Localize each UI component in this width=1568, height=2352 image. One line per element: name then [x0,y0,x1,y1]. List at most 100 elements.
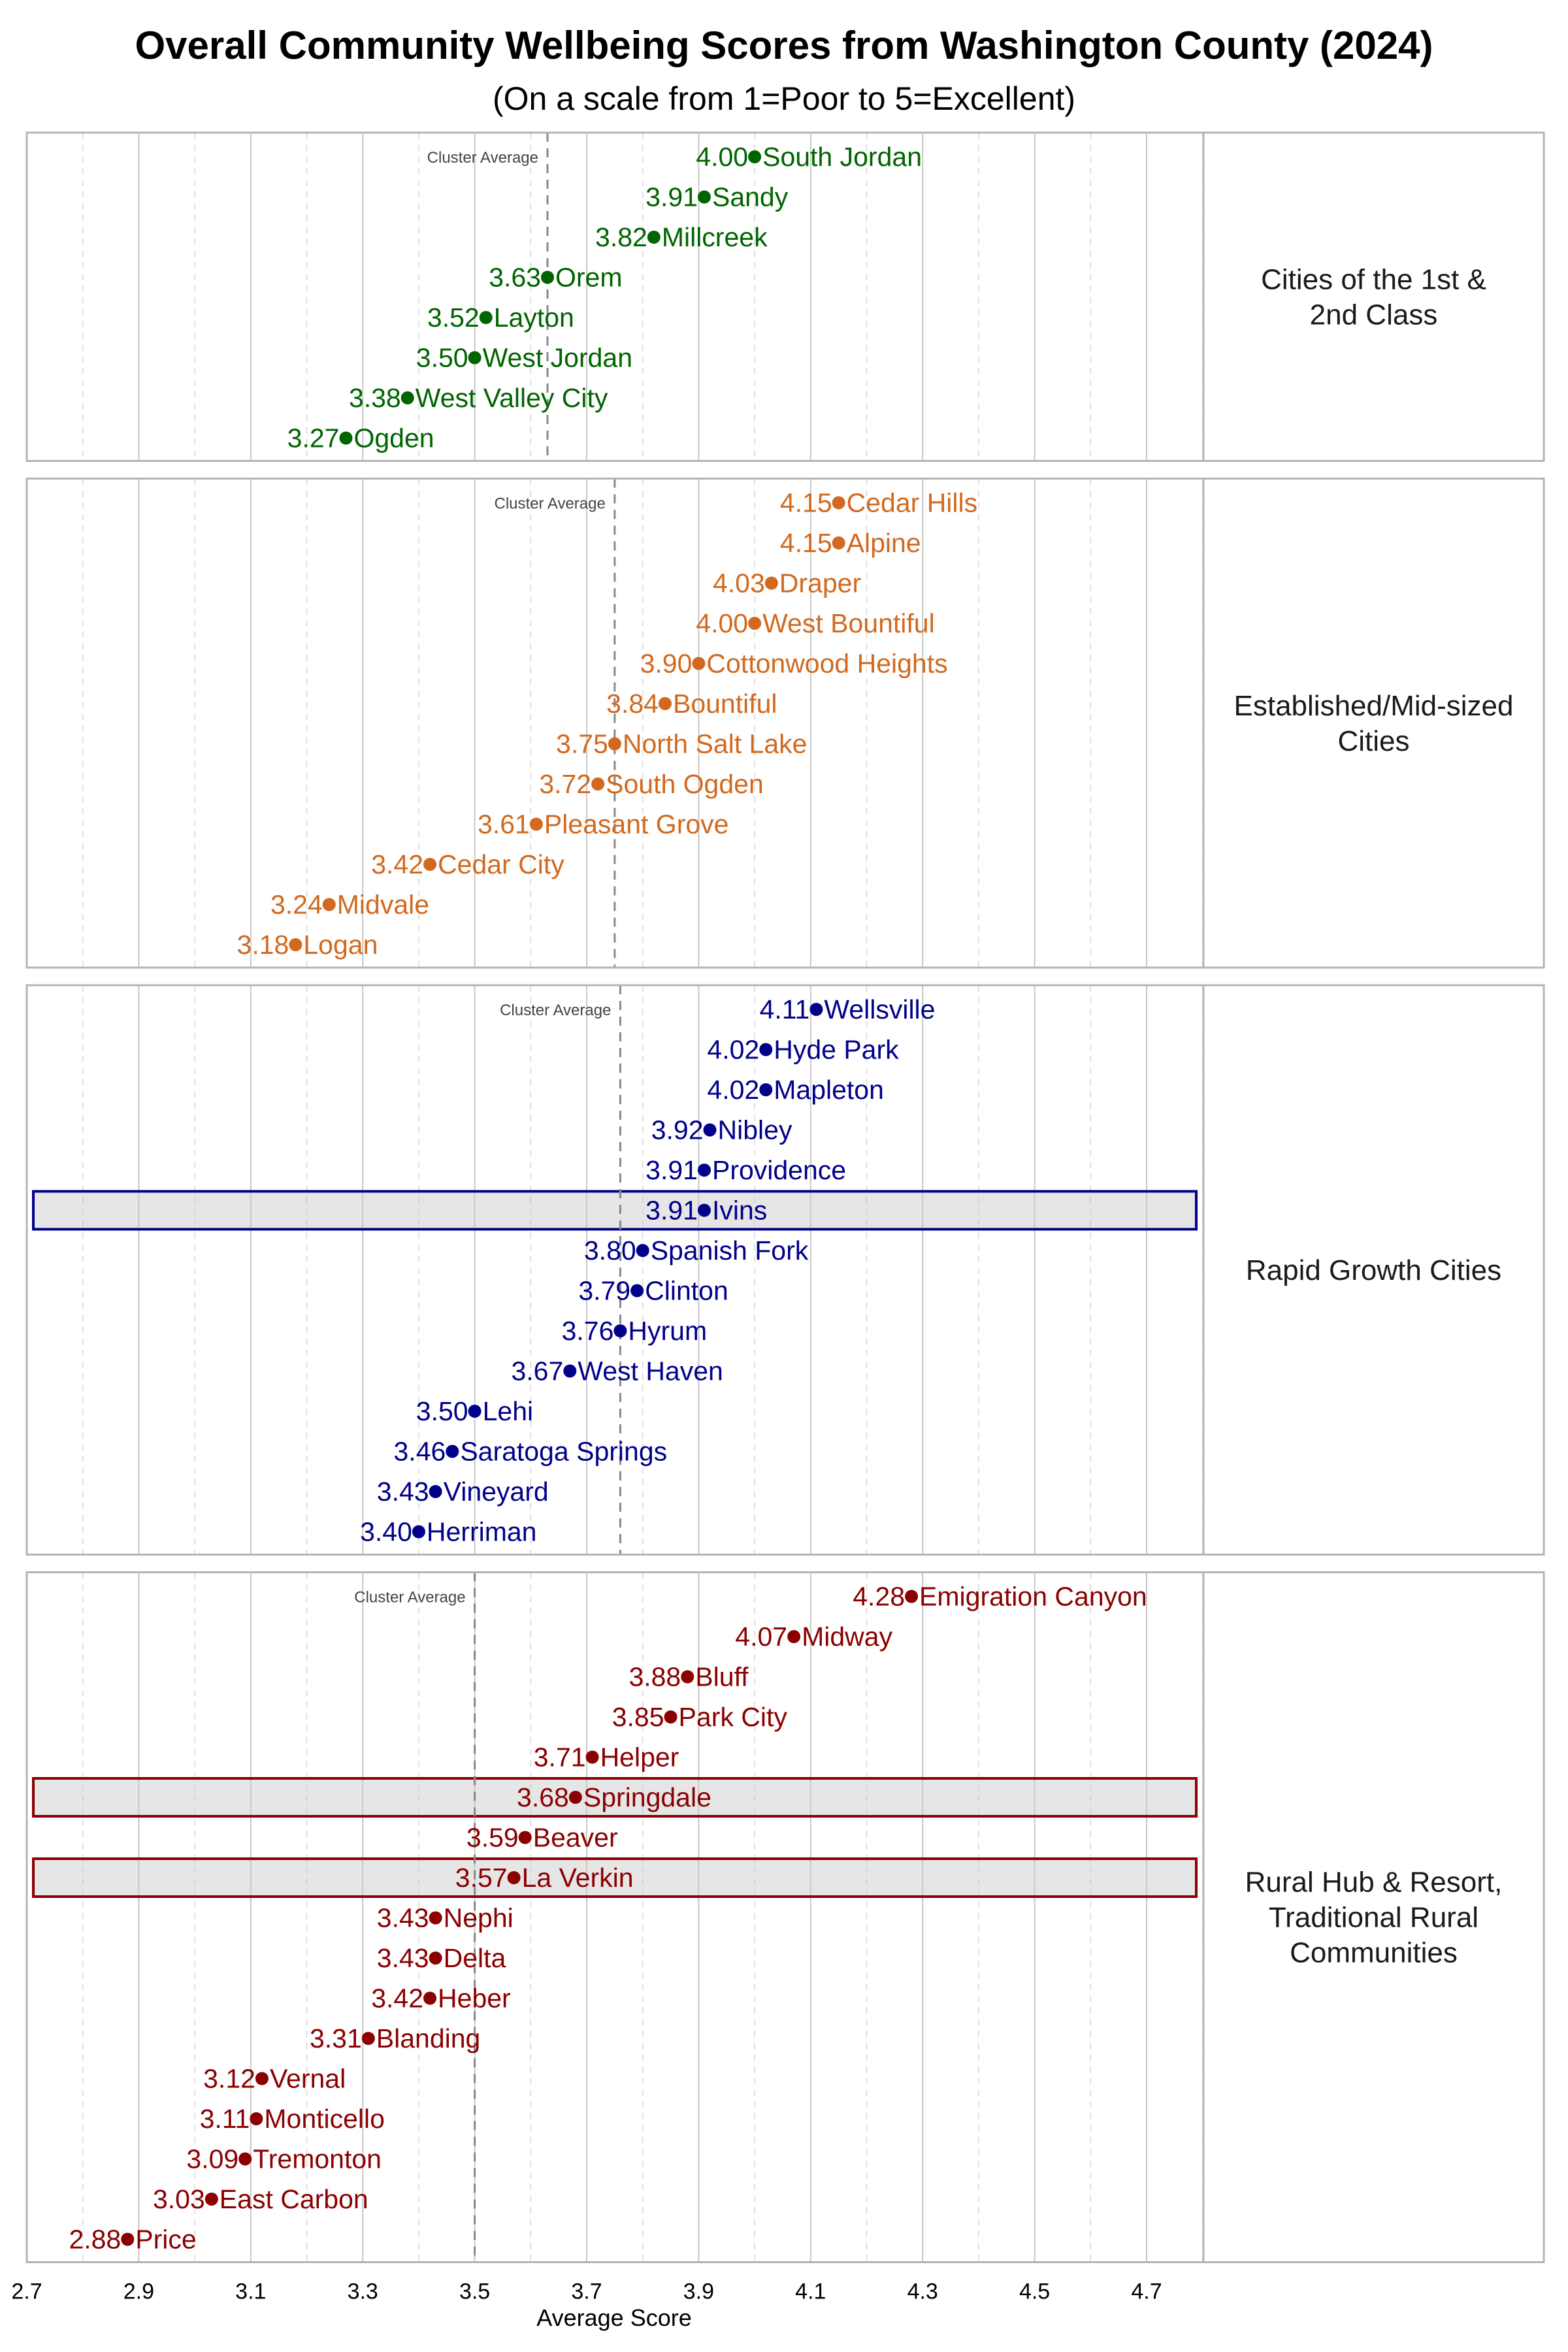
name-label: Midvale [337,890,429,920]
dot [585,1750,599,1764]
dot [787,1630,801,1643]
x-tick-label: 2.7 [11,2279,42,2304]
dot [636,1244,649,1257]
name-label: Sandy [712,182,789,212]
data-point-tremonton: 3.09 Tremonton [186,2144,382,2174]
dot [468,351,482,365]
value-label: 4.15 [780,488,832,518]
data-point-south-jordan: 4.00 South Jordan [696,142,922,172]
highlight-box [32,1857,1198,1898]
dot [809,1003,823,1016]
name-label: Delta [444,1943,506,1973]
x-tick-label: 4.3 [907,2279,938,2304]
dot [764,576,778,590]
data-point-saratoga-springs: 3.46 Saratoga Springs [394,1437,668,1467]
cluster-average-label: Cluster Average [500,1002,611,1019]
name-label: Ivins [712,1196,767,1226]
data-point-wellsville: 4.11 Wellsville [760,994,936,1024]
data-point-south-ogden: 3.72 South Ogden [539,769,763,799]
dot [468,1405,482,1418]
dot [664,1710,678,1723]
dot [692,657,706,670]
name-label: Cottonwood Heights [706,649,947,679]
name-label: South Ogden [606,769,764,799]
value-label: 3.03 [153,2184,205,2214]
data-point-park-city: 3.85 Park City [612,1702,788,1732]
value-label: 3.59 [466,1823,519,1853]
dot [429,1911,442,1925]
name-label: Mapleton [774,1075,884,1105]
value-label: 4.15 [780,528,832,558]
data-point-heber: 3.42 Heber [371,1984,510,2014]
name-label: West Jordan [483,343,632,373]
data-point-beaver: 3.59 Beaver [466,1823,618,1853]
name-label: Park City [679,1702,788,1732]
panel-frame [25,984,1205,1556]
dot [630,1284,644,1298]
name-label: Pleasant Grove [544,809,729,840]
x-tick-label: 4.5 [1019,2279,1050,2304]
facet-strip [1202,1571,1545,2263]
dot [697,190,711,204]
data-point-vernal: 3.12 Vernal [203,2064,346,2094]
name-label: East Carbon [220,2184,368,2214]
data-point-helper: 3.71 Helper [534,1742,679,1772]
name-label: Nibley [718,1115,792,1145]
data-point-midway: 4.07 Midway [735,1622,892,1652]
data-point-logan: 3.18 Logan [237,930,378,960]
data-point-la-verkin: 3.57 La Verkin [455,1863,634,1893]
facet-label: Cities of the 1st & [1261,263,1486,295]
data-point-cottonwood-heights: 3.90 Cottonwood Heights [640,649,948,679]
data-point-west-haven: 3.67 West Haven [511,1356,723,1386]
value-label: 3.57 [455,1863,508,1893]
dot [479,311,493,324]
value-label: 3.09 [186,2144,238,2174]
data-point-west-valley-city: 3.38 West Valley City [349,383,608,413]
dot [541,270,555,284]
name-label: Emigration Canyon [919,1582,1147,1612]
dot [608,737,621,751]
name-label: Alpine [847,528,921,558]
name-label: Hyrum [628,1316,707,1346]
facet-strip [1202,984,1545,1556]
x-axis-ticks: 2.7 2.9 3.1 3.3 3.5 3.7 3.9 4.1 4.3 4.5 4.7 [11,2279,1162,2304]
value-label: 3.75 [556,729,608,759]
highlight-box [32,1777,1198,1818]
name-label: La Verkin [522,1863,634,1893]
dot [905,1590,919,1603]
dot [250,2112,263,2125]
value-label: 3.88 [629,1662,681,1692]
name-label: Draper [779,568,861,598]
data-point-spanish-fork: 3.80 Spanish Fork [584,1235,809,1266]
facet-label: Traditional Rural [1269,1902,1478,1934]
name-label: Wellsville [824,994,935,1024]
data-point-bluff: 3.88 Bluff [629,1662,749,1692]
facet-label: Rapid Growth Cities [1246,1254,1501,1286]
name-label: Lehi [483,1396,534,1426]
cluster-average-label: Cluster Average [427,149,538,167]
dot [423,858,437,871]
value-label: 3.76 [562,1316,614,1346]
data-point-cedar-hills: 4.15 Cedar Hills [780,488,977,518]
value-label: 3.40 [360,1517,412,1547]
dot [429,1485,442,1498]
dot [703,1123,717,1137]
value-label: 3.82 [595,222,647,252]
value-label: 3.52 [427,302,480,333]
dot [339,431,353,445]
data-point-layton: 3.52 Layton [427,302,574,333]
panel-3: Cluster Average 4.28 Emigration Canyon 4.07… [25,1571,1545,2263]
value-label: 3.27 [287,423,340,453]
data-point-millcreek: 3.82 Millcreek [595,222,768,252]
value-label: 3.71 [534,1742,586,1772]
data-point-north-salt-lake: 3.75 North Salt Lake [556,729,807,759]
name-label: Nephi [444,1903,514,1933]
facet-label: Established/Mid-sized [1234,690,1514,722]
name-label: Ogden [353,423,434,453]
data-point-cedar-city: 3.42 Cedar City [371,849,564,879]
dot [647,231,661,244]
dot [759,1083,773,1096]
name-label: South Jordan [762,142,922,172]
dot [748,150,762,163]
dot [446,1445,459,1458]
